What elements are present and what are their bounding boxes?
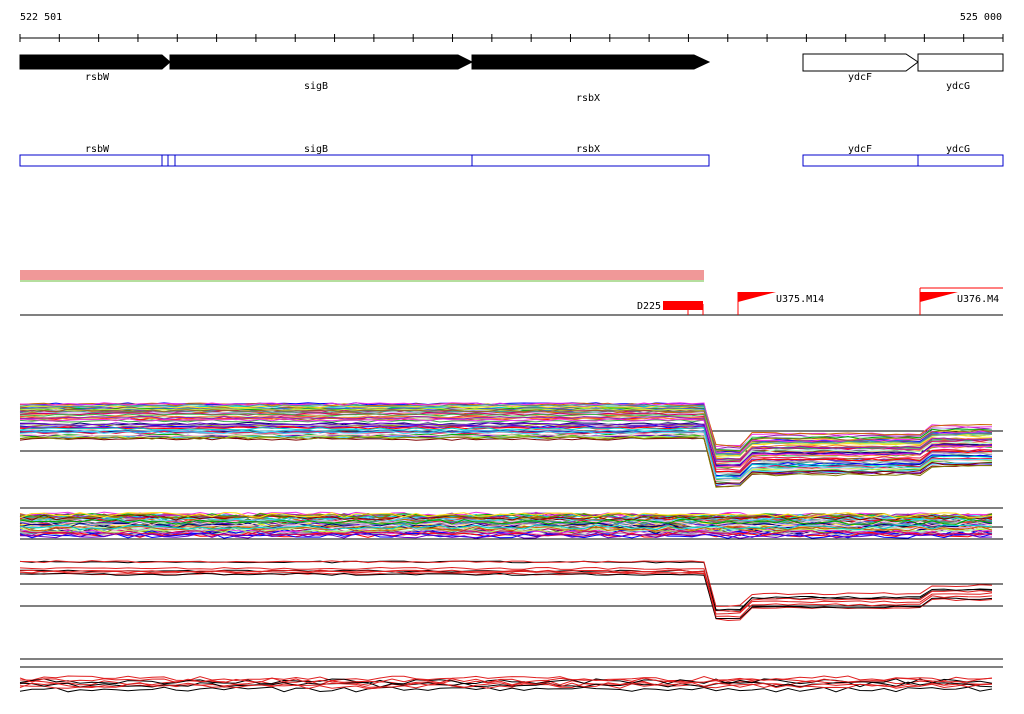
feature-box-rsbW[interactable] <box>19 154 163 167</box>
expression-profile-line <box>19 427 993 479</box>
expression-profile-line <box>19 424 993 477</box>
expression-profile-line <box>19 522 993 529</box>
end-coordinate: 525 000 <box>959 12 1002 23</box>
expression-profile-line <box>19 675 993 682</box>
gene-arrow-sigB[interactable]: sigB <box>169 54 474 92</box>
expression-profile-line <box>19 426 993 473</box>
expression-profile-line <box>19 560 993 607</box>
expression-profile-line <box>19 518 993 525</box>
feature-box-sigB[interactable] <box>174 154 473 167</box>
feature-box-rsbX[interactable] <box>471 154 710 167</box>
expression-panel-4 <box>19 658 1003 693</box>
expression-profile-line <box>19 532 993 539</box>
feature-labels: rsbW sigB rsbX ydcF ydcG <box>85 144 970 155</box>
expression-profile-line <box>19 566 993 615</box>
expression-profile-line <box>19 511 993 519</box>
expression-profile-line <box>19 516 993 523</box>
expression-profile-line <box>19 686 993 693</box>
marker-U375-M14[interactable]: U375.M14 <box>737 292 824 315</box>
expression-profile-line <box>19 681 993 688</box>
gene-track: rsbW sigB rsbX ydcF ydcG <box>19 53 1004 104</box>
expression-profile-line <box>19 407 993 456</box>
gene-label-ydcF: ydcF <box>848 72 872 83</box>
marker-label-U375-M14: U375.M14 <box>776 294 824 305</box>
gene-arrow-ydcF[interactable]: ydcF <box>802 53 919 83</box>
gene-label-rsbX: rsbX <box>576 93 600 104</box>
expression-profile-line <box>19 530 993 537</box>
expression-profile-line <box>19 433 993 482</box>
coordinate-ruler <box>19 34 1004 42</box>
feature-track <box>19 154 1004 167</box>
expression-profile-line <box>19 514 993 521</box>
expression-panel-1 <box>19 402 1003 488</box>
expression-profile-line <box>19 570 993 613</box>
marker-U376-M4[interactable]: U376.M4 <box>919 287 1003 315</box>
expression-profile-line <box>19 530 993 537</box>
expression-profile-line <box>19 436 993 488</box>
expression-panel-3 <box>19 560 1003 622</box>
gene-arrow-rsbW[interactable]: rsbW <box>19 54 171 83</box>
expression-profile-line <box>19 572 993 619</box>
marker-label-U376-M4: U376.M4 <box>957 294 999 305</box>
feature-label-ydcG: ydcG <box>946 144 970 155</box>
expression-profile-line <box>19 415 993 461</box>
feature-label-sigB: sigB <box>304 144 328 155</box>
feature-label-rsbX: rsbX <box>576 144 600 155</box>
gene-label-rsbW: rsbW <box>85 72 110 83</box>
marker-D225[interactable]: D225 <box>637 301 704 315</box>
gene-label-ydcG: ydcG <box>946 81 970 92</box>
marker-label-D225: D225 <box>637 301 661 312</box>
expression-panel-2 <box>19 507 1003 540</box>
expression-profile-line <box>19 402 993 454</box>
start-coordinate: 522 501 <box>20 12 63 23</box>
expression-profile-line <box>19 404 993 458</box>
expression-profile-line <box>19 524 993 531</box>
expression-profile-line <box>19 403 993 456</box>
expression-profile-line <box>19 422 993 467</box>
expression-profile-line <box>19 437 993 485</box>
expression-profile-line <box>19 408 993 452</box>
feature-label-rsbW: rsbW <box>85 144 110 155</box>
gene-label-sigB: sigB <box>304 81 328 92</box>
expression-profile-line <box>19 677 993 684</box>
transcript-lines <box>20 270 704 282</box>
feature-label-ydcF: ydcF <box>848 144 872 155</box>
expression-profile-line <box>19 525 993 532</box>
expression-profile-line <box>20 418 993 468</box>
gene-arrow-ydcG[interactable]: ydcG <box>917 53 1004 92</box>
expression-profile-line <box>19 532 993 539</box>
expression-profile-line <box>19 682 993 689</box>
expression-profile-line <box>19 425 993 473</box>
gene-arrow-rsbX[interactable]: rsbX <box>471 54 711 104</box>
transcript-track: D225 U375.M14 U376.M4 <box>20 270 1003 316</box>
expression-profile-line <box>19 416 993 468</box>
feature-box-ydcG[interactable] <box>917 154 1004 167</box>
feature-box-ydcF[interactable] <box>802 154 919 167</box>
expression-profile-line <box>19 519 993 526</box>
expression-profile-line <box>19 430 993 480</box>
ruler-ticks <box>19 34 1004 42</box>
